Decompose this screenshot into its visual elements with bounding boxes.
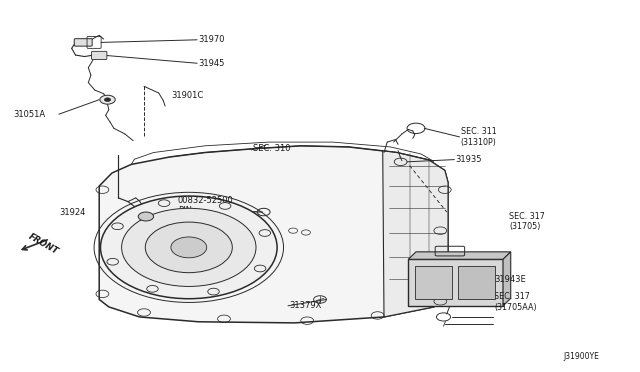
Text: 31943E: 31943E	[494, 275, 526, 284]
Text: 00832-52500
PIN: 00832-52500 PIN	[178, 196, 234, 215]
Circle shape	[171, 237, 207, 258]
Text: SEC. 317
(31705): SEC. 317 (31705)	[509, 212, 545, 231]
Circle shape	[100, 196, 277, 299]
Text: 31935: 31935	[456, 155, 482, 164]
Circle shape	[138, 212, 154, 221]
Text: J31900YE: J31900YE	[563, 352, 599, 361]
FancyBboxPatch shape	[92, 51, 107, 60]
Polygon shape	[383, 151, 448, 317]
Text: 31901C: 31901C	[172, 91, 204, 100]
Text: SEC. 310: SEC. 310	[253, 144, 291, 153]
Circle shape	[145, 222, 232, 273]
Text: 31970: 31970	[198, 35, 225, 44]
Text: FRONT: FRONT	[27, 231, 60, 256]
Circle shape	[100, 95, 115, 104]
FancyBboxPatch shape	[415, 266, 452, 299]
Text: 31924: 31924	[59, 208, 85, 217]
Text: SEC. 317
(31705AA): SEC. 317 (31705AA)	[494, 292, 537, 312]
Circle shape	[104, 98, 111, 102]
Polygon shape	[99, 146, 448, 323]
Text: 31945: 31945	[198, 60, 225, 68]
Text: 31051A: 31051A	[13, 110, 45, 119]
Polygon shape	[503, 252, 511, 306]
Circle shape	[122, 208, 256, 286]
Text: 31379X: 31379X	[289, 301, 322, 310]
FancyBboxPatch shape	[458, 266, 495, 299]
Text: 31379X: 31379X	[178, 219, 211, 228]
Text: SEC. 311
(31310P): SEC. 311 (31310P)	[461, 127, 497, 147]
FancyBboxPatch shape	[74, 39, 92, 46]
FancyBboxPatch shape	[408, 259, 503, 306]
Polygon shape	[408, 252, 511, 259]
Text: 31921: 31921	[131, 226, 157, 235]
